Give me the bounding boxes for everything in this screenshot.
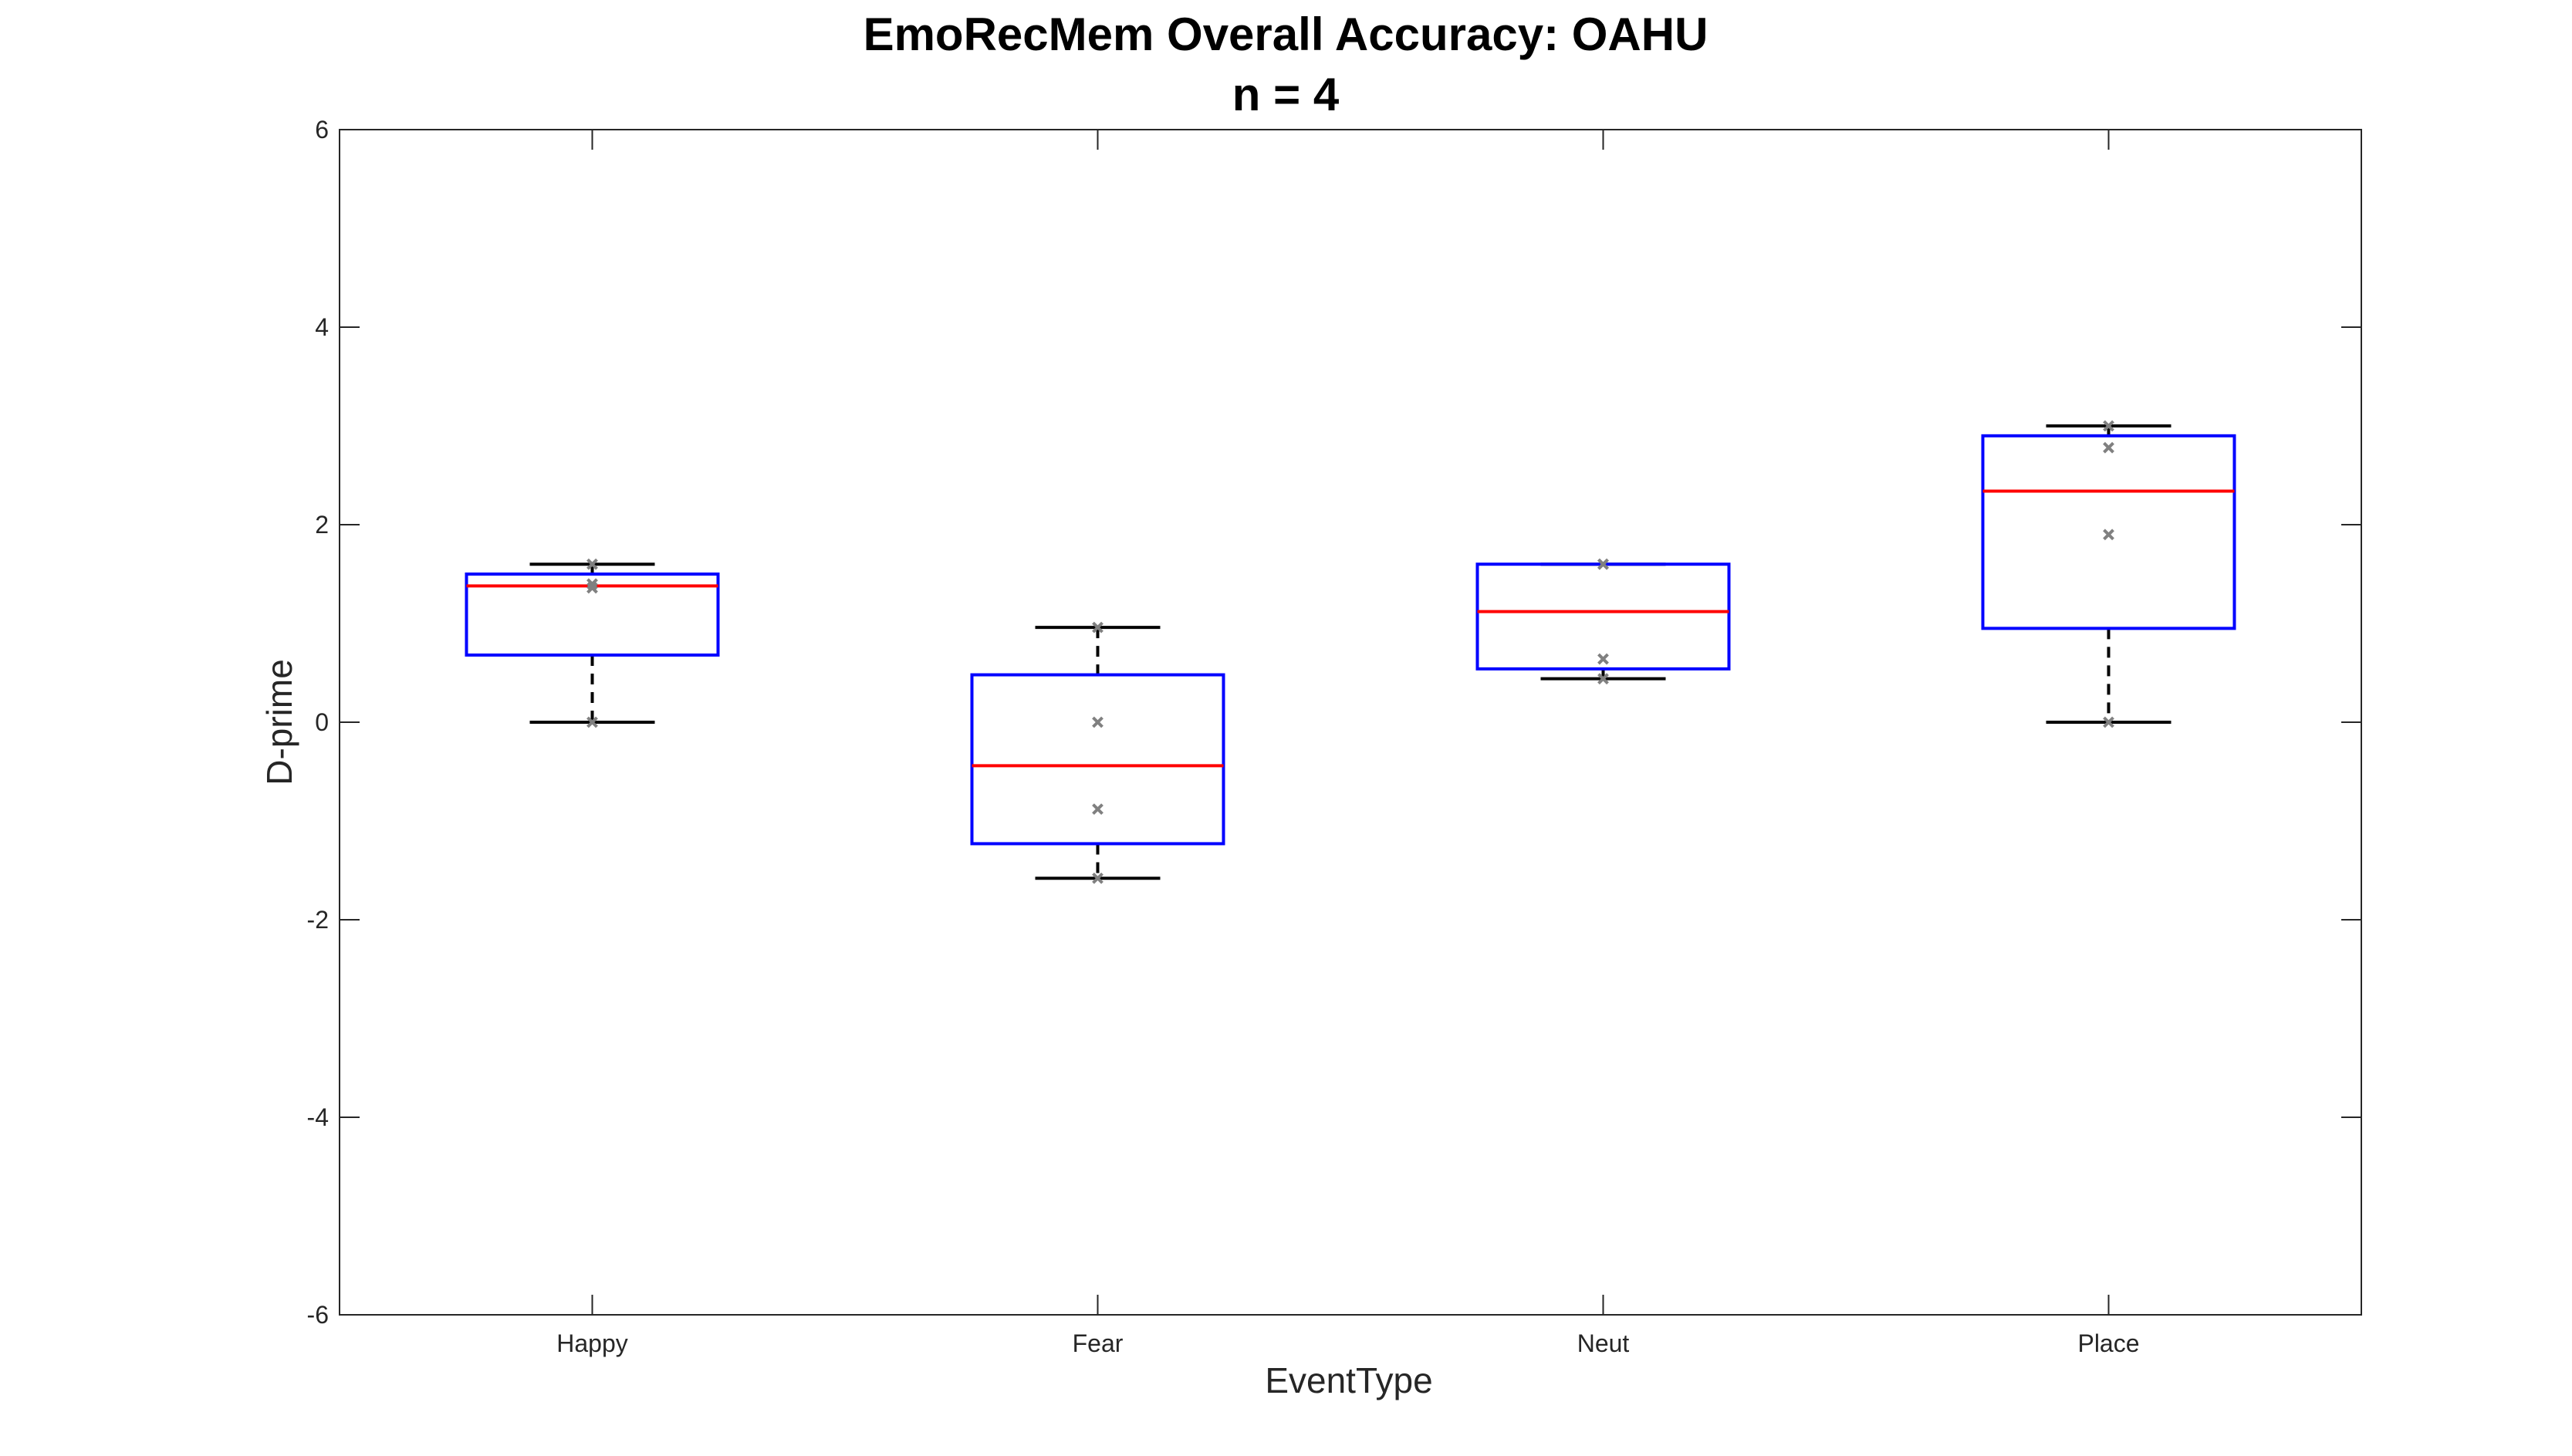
data-point-marker [586, 582, 598, 594]
data-point-stroke [586, 558, 598, 570]
y-tick-label: -6 [307, 1301, 329, 1329]
data-point-marker [2103, 441, 2114, 454]
y-tick-label: 2 [315, 511, 329, 539]
data-point-stroke [1597, 673, 1609, 685]
data-point-marker [1597, 558, 1609, 570]
chart-title: EmoRecMem Overall Accuracy: OAHU [864, 8, 1708, 60]
x-tick-label: Neut [1577, 1329, 1630, 1357]
box-place [1981, 420, 2236, 728]
y-tick-label: -2 [307, 906, 329, 934]
iqr-box [1981, 434, 2236, 630]
data-point-marker [2103, 529, 2114, 541]
iqr-box [970, 673, 1225, 846]
x-tick-label: Fear [1073, 1329, 1124, 1357]
x-tick-label: Place [2077, 1329, 2139, 1357]
data-point-marker [586, 716, 598, 728]
data-point-marker [586, 558, 598, 570]
data-point-stroke [586, 716, 598, 728]
data-point-stroke [2103, 529, 2114, 541]
data-point-marker [1092, 621, 1103, 633]
x-tick-label: Happy [556, 1329, 628, 1357]
data-point-stroke [2103, 441, 2114, 454]
data-point-marker [1597, 653, 1609, 665]
data-point-stroke [586, 578, 598, 590]
x-axis-label: EventType [1265, 1360, 1432, 1400]
iqr-box [1475, 562, 1731, 671]
data-point-stroke [1597, 558, 1609, 570]
chart-subtitle: n = 4 [1232, 69, 1340, 120]
data-point-marker [1597, 673, 1609, 685]
box-fear [970, 621, 1225, 884]
data-point-marker [1092, 872, 1103, 884]
data-point-marker [2103, 716, 2114, 728]
data-point-stroke [2103, 420, 2114, 432]
y-tick-label: 0 [315, 708, 329, 736]
data-point-stroke [586, 582, 598, 594]
y-axis: -6 -4 -2 0 2 4 6 [307, 116, 2361, 1329]
box-neut [1475, 558, 1731, 685]
y-axis-label: D-prime [259, 659, 299, 785]
x-axis: Happy Fear Neut Place [556, 130, 2140, 1357]
data-point-marker [1092, 716, 1103, 728]
y-tick-label: -4 [307, 1103, 329, 1131]
data-point-marker [2103, 420, 2114, 432]
data-point-marker [586, 578, 598, 590]
iqr-box [465, 573, 720, 657]
y-tick-label: 6 [315, 116, 329, 144]
data-point-stroke [1597, 653, 1609, 665]
data-point-stroke [1092, 716, 1103, 728]
data-point-stroke [2103, 716, 2114, 728]
data-point-marker [1092, 803, 1103, 816]
data-point-stroke [1092, 621, 1103, 633]
box-happy [465, 558, 720, 728]
y-tick-label: 4 [315, 313, 329, 341]
data-point-stroke [1092, 803, 1103, 816]
box-series [465, 420, 2236, 884]
data-point-stroke [1092, 872, 1103, 884]
